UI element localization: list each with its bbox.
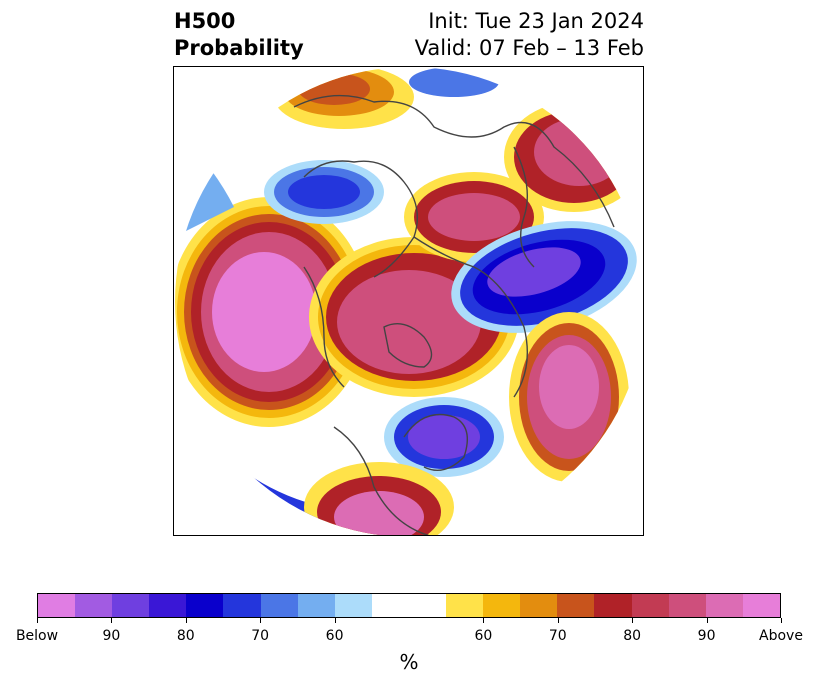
colorbar-swatch (742, 594, 780, 617)
init-date: Init: Tue 23 Jan 2024 (428, 9, 644, 33)
colorbar-swatch (668, 594, 706, 617)
colorbar-tick-label: 70 (251, 628, 270, 644)
colorbar-swatch (75, 594, 113, 617)
title-field: Probability (174, 36, 304, 60)
colorbar-tick-label: 80 (623, 628, 642, 644)
colorbar-tick-label: Above (759, 628, 803, 644)
colorbar-swatch (408, 594, 447, 617)
northeast-ridge (504, 102, 643, 212)
colorbar-swatch (186, 594, 224, 617)
anomaly-field (175, 67, 643, 535)
colorbar-tick (185, 618, 187, 623)
colorbar-tick-label: 90 (697, 628, 716, 644)
colorbar-swatch (594, 594, 632, 617)
colorbar-tick (37, 618, 38, 623)
colorbar-tick-label: 80 (176, 628, 195, 644)
colorbar-swatch (557, 594, 595, 617)
colorbar-tick-label: Below (15, 628, 59, 644)
colorbar-tick (111, 618, 113, 623)
southeast-ridge (509, 312, 629, 482)
valid-date: Valid: 07 Feb – 13 Feb (414, 36, 644, 60)
colorbar-swatch (631, 594, 669, 617)
colorbar-swatch (446, 594, 484, 617)
siberia-trough (264, 160, 384, 224)
colorbar-tick (260, 618, 262, 623)
colorbar-tick (557, 618, 559, 623)
colorbar-tick-label: 60 (474, 628, 493, 644)
title-variable: H500 (174, 9, 236, 33)
colorbar-swatch (705, 594, 743, 617)
forecast-dates: Init: Tue 23 Jan 2024 Valid: 07 Feb – 13… (415, 8, 644, 62)
colorbar-swatch (334, 594, 372, 617)
colorbar (37, 593, 781, 618)
colorbar-swatch (297, 594, 335, 617)
pacific-ridge (175, 197, 369, 427)
colorbar-tick-label: 90 (102, 628, 121, 644)
colorbar-swatch (149, 594, 187, 617)
colorbar-swatch (112, 594, 150, 617)
colorbar-tick (706, 618, 708, 623)
colorbar-swatch (260, 594, 298, 617)
colorbar-tick (334, 618, 336, 623)
map-title: H500 Probability (174, 8, 304, 62)
coastlines (293, 94, 615, 535)
colorbar-unit-label: % (399, 650, 419, 674)
colorbar-swatch (223, 594, 261, 617)
colorbar-tick (632, 618, 634, 623)
colorbar-tick-label: 60 (325, 628, 344, 644)
colorbar-swatch (371, 594, 409, 617)
colorbar-tick (483, 618, 485, 623)
map-canvas (175, 67, 643, 535)
colorbar-swatch (483, 594, 521, 617)
probability-map (173, 66, 644, 536)
colorbar-tick-label: 70 (548, 628, 567, 644)
colorbar-tick (781, 618, 782, 623)
colorbar-swatch (38, 594, 76, 617)
colorbar-swatch (520, 594, 558, 617)
